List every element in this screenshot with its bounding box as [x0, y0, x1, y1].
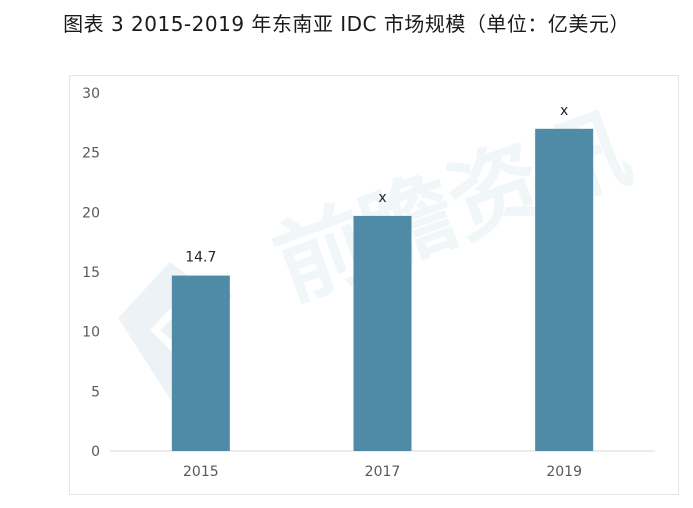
y-tick-label: 5 [91, 384, 100, 400]
y-tick-label: 25 [82, 146, 100, 162]
x-tick-label: 2017 [365, 464, 401, 480]
y-axis: 0 5 10 15 20 25 30 [82, 86, 100, 460]
data-label: 14.7 [185, 250, 216, 266]
bar-2015 [171, 275, 230, 451]
y-tick-label: 20 [82, 205, 100, 221]
x-tick-label: 2015 [183, 464, 219, 480]
bar-2017 [353, 215, 412, 451]
bars [171, 128, 594, 452]
data-labels: 14.7 x x [185, 103, 568, 266]
x-tick-label: 2019 [546, 464, 582, 480]
y-tick-label: 0 [91, 444, 100, 460]
data-label: x [378, 190, 386, 206]
y-tick-label: 10 [82, 325, 100, 341]
y-tick-label: 15 [82, 265, 100, 281]
x-axis: 2015 2017 2019 [183, 464, 582, 480]
data-label: x [560, 103, 568, 119]
chart-title: 图表 3 2015-2019 年东南亚 IDC 市场规模（单位：亿美元） [63, 12, 630, 36]
y-tick-label: 30 [82, 86, 100, 102]
bar-2019 [535, 128, 594, 452]
